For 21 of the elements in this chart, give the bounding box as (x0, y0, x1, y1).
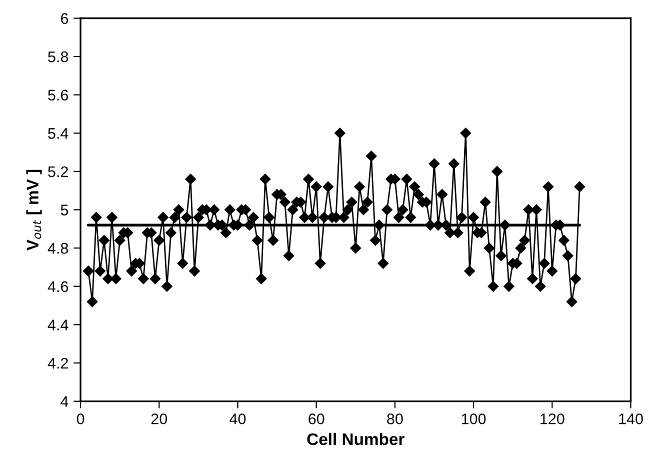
x-tick-label: 120 (540, 413, 564, 424)
y-tick-label: 5.8 (48, 51, 68, 62)
x-tick-label: 60 (308, 413, 324, 424)
y-tick-label: 5.4 (48, 128, 68, 139)
y-axis-title: V$_{out}$ [ mV ] (26, 170, 42, 251)
x-tick-label: 0 (76, 413, 84, 424)
y-tick-label: 4.6 (48, 281, 68, 292)
y-tick-label: 4.8 (48, 242, 68, 254)
x-tick-label: 80 (387, 413, 403, 424)
y-tick-label: 4 (60, 396, 68, 407)
y-tick-label: 4.2 (48, 358, 68, 369)
y-tick-label: 5 (60, 204, 68, 216)
y-tick-label: 5.2 (48, 166, 68, 178)
x-tick-label: 40 (230, 413, 246, 424)
x-tick-label: 100 (462, 413, 486, 424)
x-axis-title: Cell Number (307, 432, 404, 446)
y-tick-label: 5.6 (48, 90, 68, 101)
x-tick-label: 140 (619, 413, 643, 424)
x-tick-label: 20 (151, 413, 168, 424)
y-tick-label: 6 (60, 13, 68, 24)
y-tick-label: 4.4 (48, 320, 68, 330)
